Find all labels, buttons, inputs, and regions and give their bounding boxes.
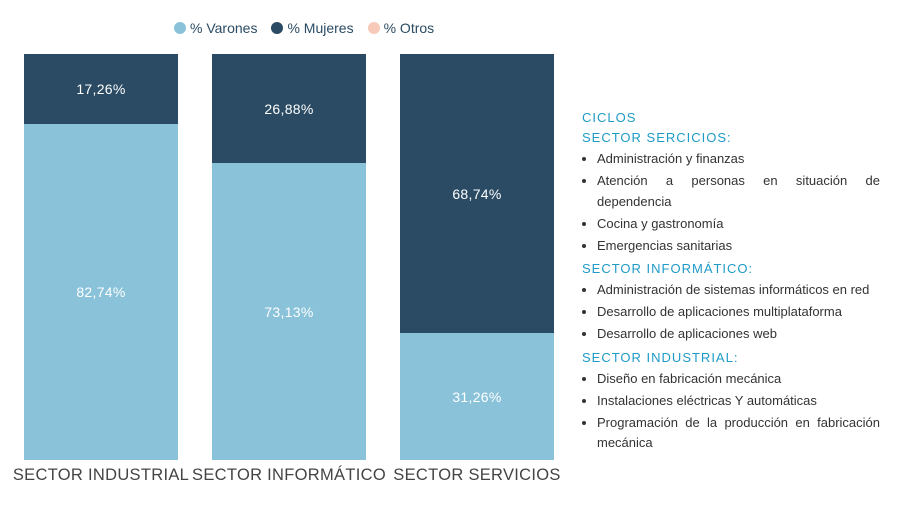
bar-segment-varones: 82,74% <box>24 124 178 460</box>
side-list-item: Instalaciones eléctricas Y automáticas <box>597 390 880 412</box>
side-list-item: Cocina y gastronomía <box>597 213 880 235</box>
bar-segment-varones: 31,26% <box>400 333 554 460</box>
bar-column: 82,74%17,26%SECTOR INDUSTRIAL <box>24 54 178 485</box>
bar-column: 31,26%68,74%SECTOR SERVICIOS <box>400 54 554 485</box>
legend-label: % Varones <box>190 20 257 36</box>
side-list-item: Desarrollo de aplicaciones multiplatafor… <box>597 301 880 323</box>
bar-column: 73,13%26,88%SECTOR INFORMÁTICO <box>212 54 366 485</box>
side-list-item: Programación de la producción en fabrica… <box>597 412 880 454</box>
side-list-item: Diseño en fabricación mecánica <box>597 368 880 390</box>
chart-legend: % Varones % Mujeres % Otros <box>174 20 880 36</box>
bar-segment-varones: 73,13% <box>212 163 366 460</box>
side-section-heading: SECTOR SERCICIOS: <box>582 128 880 148</box>
side-list-item: Administración de sistemas informáticos … <box>597 279 880 301</box>
page: % Varones% Mujeres% Otros 82,74%17,26%SE… <box>0 0 904 517</box>
side-list-item: Administración y finanzas <box>597 148 880 170</box>
legend-swatch-icon <box>174 22 186 34</box>
legend-item: % Mujeres <box>271 20 353 36</box>
legend-item: % Otros <box>368 20 435 36</box>
stacked-bar: 73,13%26,88% <box>212 54 366 460</box>
bar-category-label: SECTOR INDUSTRIAL <box>13 466 189 485</box>
stacked-bar: 31,26%68,74% <box>400 54 554 460</box>
legend-swatch-icon <box>271 22 283 34</box>
side-list-item: Atención a personas en situación de depe… <box>597 170 880 212</box>
side-notes: CICLOS SECTOR SERCICIOS:Administración y… <box>582 54 880 485</box>
main-row: 82,74%17,26%SECTOR INDUSTRIAL73,13%26,88… <box>24 54 880 485</box>
side-list-item: Emergencias sanitarias <box>597 235 880 257</box>
stacked-bar-chart: 82,74%17,26%SECTOR INDUSTRIAL73,13%26,88… <box>24 54 554 485</box>
side-section-list: Administración de sistemas informáticos … <box>582 279 880 345</box>
stacked-bar: 82,74%17,26% <box>24 54 178 460</box>
side-section-heading: SECTOR INDUSTRIAL: <box>582 348 880 368</box>
legend-swatch-icon <box>368 22 380 34</box>
legend-label: % Otros <box>384 20 435 36</box>
side-sections: SECTOR SERCICIOS:Administración y finanz… <box>582 128 880 454</box>
bar-segment-mujeres: 68,74% <box>400 54 554 333</box>
legend-item: % Varones <box>174 20 257 36</box>
bar-segment-mujeres: 17,26% <box>24 54 178 124</box>
side-list-item: Desarrollo de aplicaciones web <box>597 323 880 345</box>
bar-category-label: SECTOR INFORMÁTICO <box>192 466 386 485</box>
side-section-heading: SECTOR INFORMÁTICO: <box>582 259 880 279</box>
side-section-list: Diseño en fabricación mecánicaInstalacio… <box>582 368 880 455</box>
bar-category-label: SECTOR SERVICIOS <box>393 466 560 485</box>
bar-segment-mujeres: 26,88% <box>212 54 366 163</box>
side-section-list: Administración y finanzasAtención a pers… <box>582 148 880 257</box>
side-title: CICLOS <box>582 108 880 128</box>
legend-label: % Mujeres <box>287 20 353 36</box>
